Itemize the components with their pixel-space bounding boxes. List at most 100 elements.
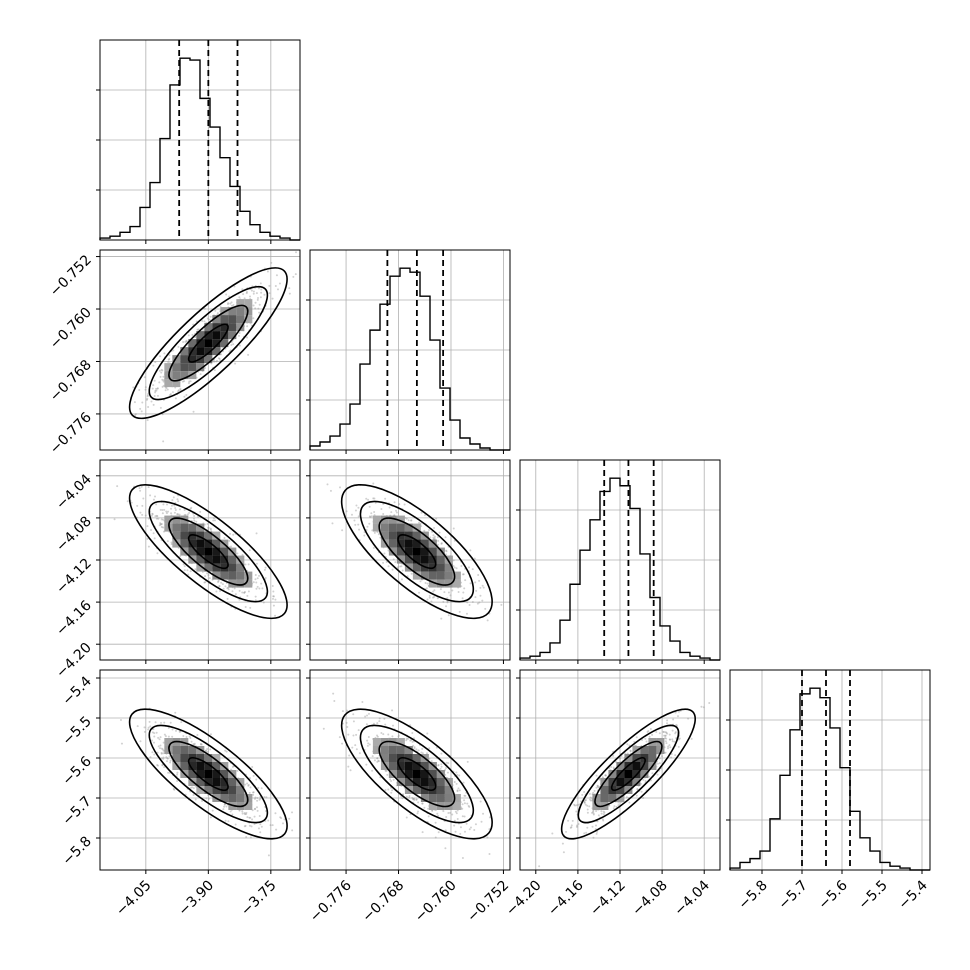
density-cell [220, 323, 229, 332]
density-cell [228, 323, 237, 332]
sample-point [427, 807, 430, 810]
sample-point [597, 814, 600, 817]
contour-line [397, 534, 437, 570]
sample-point [426, 598, 429, 601]
sample-point [466, 760, 469, 763]
sample-point [671, 729, 674, 732]
sample-point [162, 757, 165, 760]
sample-point [183, 508, 186, 511]
sample-point [393, 501, 396, 504]
sample-point [586, 808, 589, 811]
sample-point [446, 601, 449, 604]
sample-point [672, 718, 675, 721]
sample-point [193, 514, 196, 517]
sample-point [391, 709, 394, 712]
sample-point [456, 789, 459, 792]
contour-line [378, 517, 456, 586]
sample-point [227, 820, 230, 823]
sample-point [268, 292, 271, 295]
sample-point [373, 497, 376, 500]
sample-point [238, 334, 241, 337]
density-cell [204, 331, 213, 340]
sample-point [382, 561, 385, 564]
sample-point [272, 590, 275, 593]
sample-point [263, 795, 266, 798]
sample-point [428, 594, 431, 597]
sample-point [264, 576, 267, 579]
sample-point [170, 507, 173, 510]
density-cell [172, 762, 181, 770]
sample-point [173, 788, 176, 791]
sample-point [185, 393, 188, 396]
density-cell [244, 571, 253, 580]
sample-point [257, 786, 260, 789]
sample-point [665, 737, 668, 740]
sample-point [164, 735, 167, 738]
sample-point [149, 756, 152, 759]
sample-point [178, 730, 181, 733]
sample-point [433, 595, 436, 598]
x-tick-label-p1: −0.752 [464, 878, 512, 926]
sample-point [155, 387, 158, 390]
density-cell [204, 355, 213, 364]
sample-point [345, 709, 348, 712]
sample-point [451, 813, 454, 816]
sample-point [655, 730, 658, 733]
density-cell [180, 531, 189, 540]
sample-point [463, 830, 466, 833]
sample-point [636, 787, 639, 790]
sample-point [589, 799, 592, 802]
sample-point [187, 334, 190, 337]
sample-point [447, 812, 450, 815]
sample-point [152, 403, 155, 406]
hist-panel-p2 [516, 459, 721, 664]
sample-point [700, 705, 703, 708]
sample-point [267, 854, 270, 857]
sample-point [132, 386, 135, 389]
density-cell [196, 339, 205, 348]
sample-point [181, 380, 184, 383]
sample-point [136, 725, 139, 728]
density-cell [380, 754, 389, 762]
sample-point [455, 812, 458, 815]
density-cell [228, 563, 237, 572]
sample-point [167, 726, 170, 729]
sample-point [437, 539, 440, 542]
sample-point [139, 511, 142, 514]
sample-point [166, 757, 169, 760]
sample-point [432, 596, 435, 599]
sample-point [259, 282, 262, 285]
sample-point [160, 721, 163, 724]
density-cell [396, 770, 405, 778]
sample-point [480, 820, 483, 823]
density-cell [244, 802, 253, 810]
sample-point [222, 808, 225, 811]
density-cell [372, 523, 381, 532]
sample-point [690, 737, 693, 740]
sample-point [458, 610, 461, 613]
sample-point [136, 504, 139, 507]
sample-point [257, 827, 260, 830]
sample-point [467, 804, 470, 807]
sample-point [156, 552, 159, 555]
sample-point [251, 766, 254, 769]
sample-point [141, 401, 144, 404]
sample-point [479, 594, 482, 597]
sample-point [380, 732, 383, 735]
sample-point [155, 731, 158, 734]
sample-point [423, 529, 426, 532]
sample-point [161, 378, 164, 381]
sample-point [176, 513, 179, 516]
density-cell [656, 746, 665, 754]
sample-point [134, 413, 137, 416]
sample-point [386, 773, 389, 776]
sample-point [207, 574, 210, 577]
sample-point [243, 591, 246, 594]
sample-point [267, 819, 270, 822]
sample-point [152, 532, 155, 535]
sample-point [376, 734, 379, 737]
sample-point [193, 742, 196, 745]
sample-point [157, 736, 160, 739]
sample-point [159, 736, 162, 739]
sample-point [424, 581, 427, 584]
